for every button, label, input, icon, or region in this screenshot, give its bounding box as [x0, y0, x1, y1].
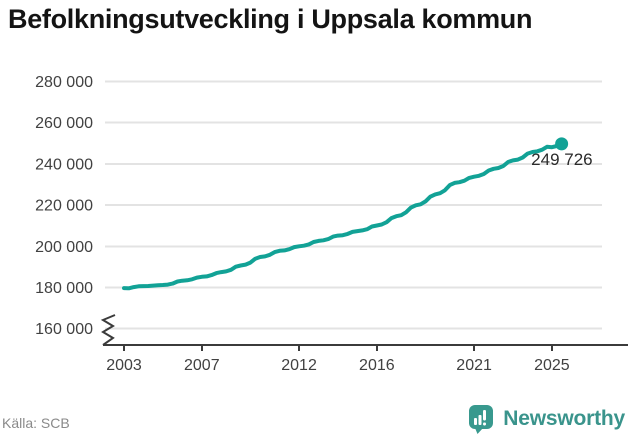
population-line-chart: 160 000 180 000 200 000 220 000 240 000 260 0…: [35, 74, 628, 374]
y-axis-labels: 160 000 180 000 200 000 220 000 240 000 260 0…: [35, 74, 93, 338]
source-caption: Källa: SCB: [2, 415, 70, 431]
x-tick-label: 2021: [456, 357, 492, 374]
x-axis-labels: 2003 2007 2012 2016 2021 2025: [106, 357, 570, 374]
y-tick-label: 240 000: [35, 156, 93, 173]
y-tick-label: 280 000: [35, 74, 93, 91]
newsworthy-logo[interactable]: Newsworthy: [466, 403, 625, 434]
y-tick-label: 260 000: [35, 115, 93, 132]
newsworthy-bar-chart-icon: [469, 405, 494, 434]
latest-value-dot: [555, 137, 569, 151]
gridlines: [105, 80, 602, 330]
x-tick-label: 2012: [281, 357, 317, 374]
y-axis-break-icon: [100, 314, 116, 346]
x-axis: [100, 314, 628, 351]
population-line-series: [122, 141, 564, 291]
x-tick-label: 2003: [106, 357, 142, 374]
page-title: Befolkningsutveckling i Uppsala kommun: [8, 4, 533, 34]
y-tick-label: 220 000: [35, 198, 93, 215]
newsworthy-wordmark: Newsworthy: [503, 406, 625, 430]
y-tick-label: 200 000: [35, 239, 93, 256]
latest-value-label: 249 726: [531, 150, 592, 169]
x-tick-label: 2007: [184, 357, 220, 374]
x-tick-label: 2016: [359, 357, 395, 374]
x-tick-label: 2025: [534, 357, 570, 374]
y-tick-label: 160 000: [35, 321, 93, 338]
y-tick-label: 180 000: [35, 280, 93, 297]
